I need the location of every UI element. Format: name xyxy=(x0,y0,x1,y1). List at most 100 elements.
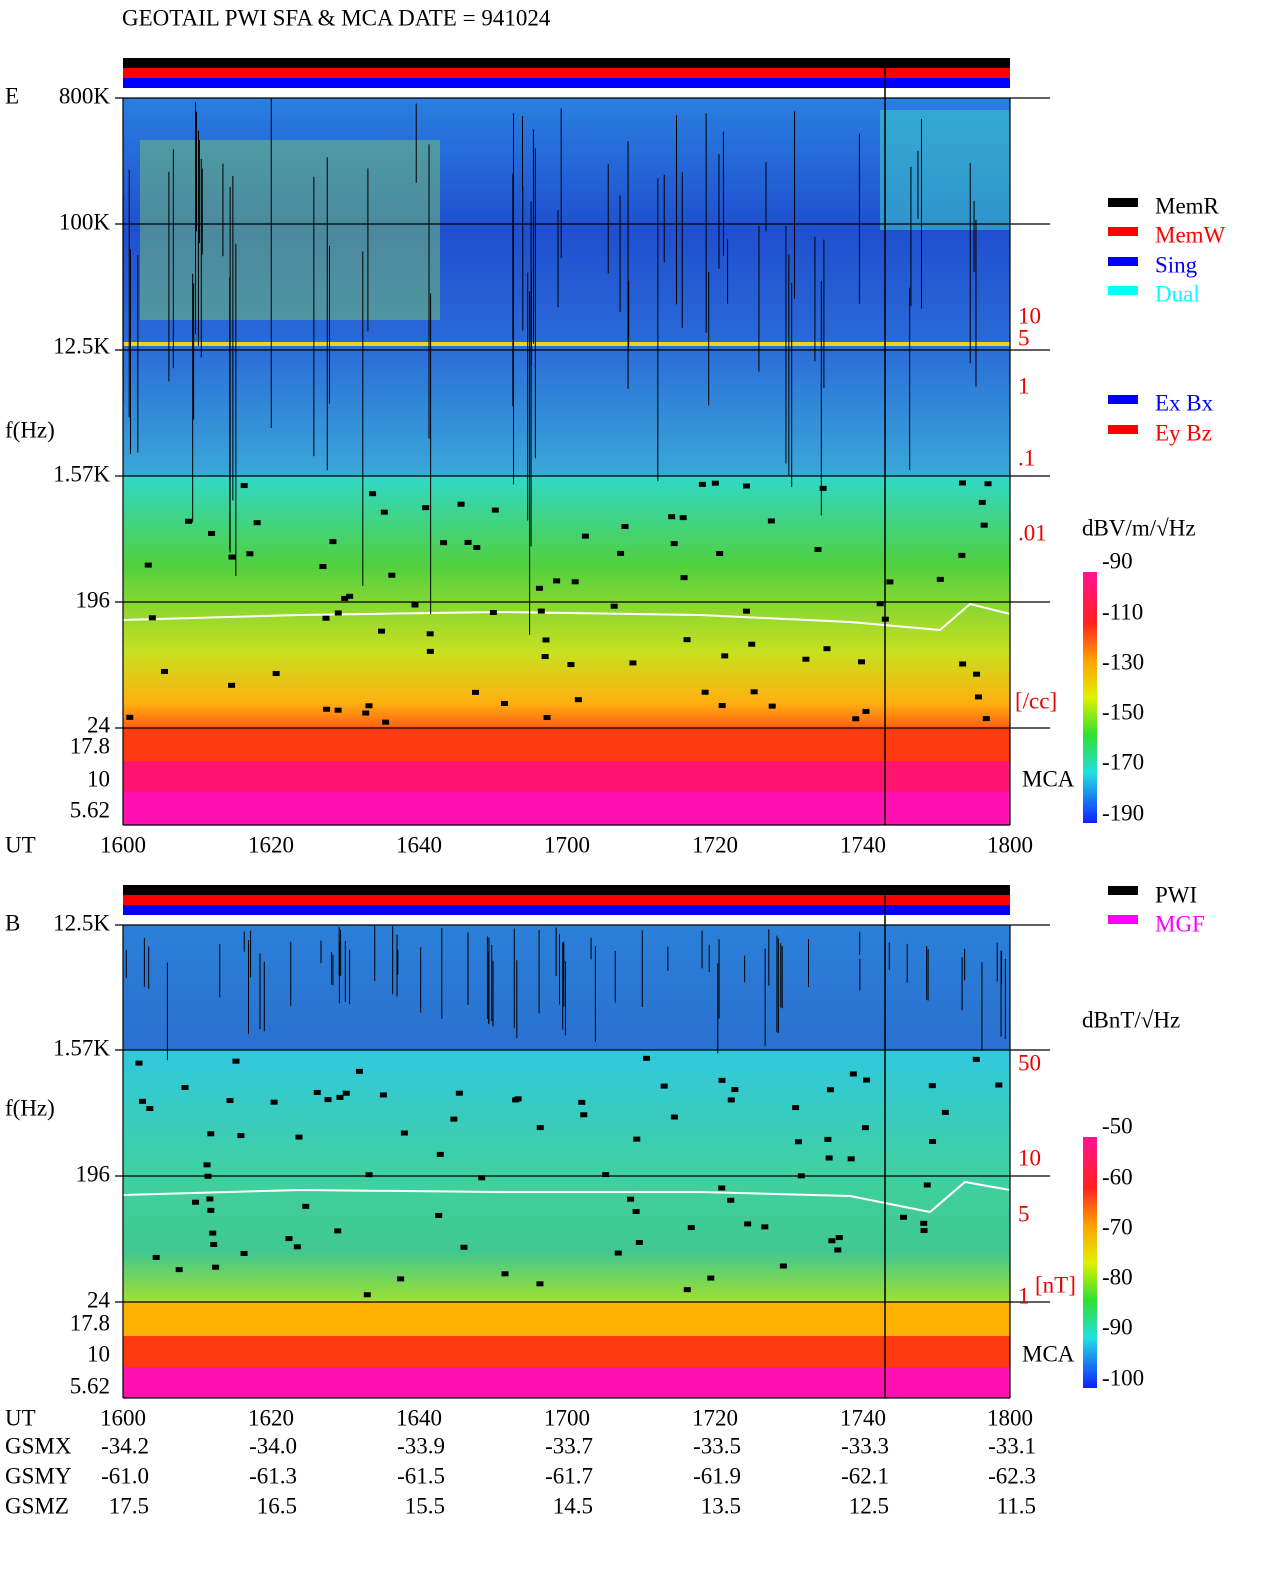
pixel xyxy=(181,1084,189,1090)
pixel xyxy=(721,653,729,659)
pixel xyxy=(324,1097,332,1103)
pixel xyxy=(580,1112,588,1118)
legend-label: MemR xyxy=(1155,193,1220,218)
pixel xyxy=(334,1228,342,1234)
pixel xyxy=(731,1087,739,1093)
ut-tick: 1600 xyxy=(100,832,146,857)
pixel xyxy=(900,1214,908,1220)
pixel xyxy=(435,1212,443,1218)
pixel xyxy=(863,1077,871,1083)
density-label: 10 xyxy=(1018,303,1041,328)
legend-label: PWI xyxy=(1155,882,1197,907)
pixel xyxy=(232,1058,240,1064)
pixel xyxy=(491,507,499,513)
pixel xyxy=(581,533,589,539)
pixel xyxy=(849,1071,857,1077)
pixel xyxy=(457,501,465,507)
pixel xyxy=(687,1225,695,1231)
ut-tick: 1740 xyxy=(840,832,886,857)
ut-tick: 1700 xyxy=(544,832,590,857)
pixel xyxy=(204,1173,212,1179)
pixel xyxy=(980,522,988,528)
pixel xyxy=(742,483,750,489)
pixel xyxy=(876,601,884,607)
pixel xyxy=(602,1172,610,1178)
pixel xyxy=(670,541,678,547)
spectrogram xyxy=(115,58,1138,1399)
pixel xyxy=(397,1276,405,1282)
pixel xyxy=(881,616,889,622)
pixel xyxy=(923,1182,931,1188)
freq-label: 24 xyxy=(87,1287,111,1312)
pixel xyxy=(363,1292,371,1298)
orbit-value: -61.3 xyxy=(249,1463,297,1488)
orbit-value: -33.5 xyxy=(693,1433,741,1458)
pixel xyxy=(643,1055,651,1061)
freq-label: 17.8 xyxy=(70,733,110,758)
pixel xyxy=(973,671,981,677)
pixel xyxy=(852,716,860,722)
freq-label: 800K xyxy=(59,83,111,108)
pixel xyxy=(237,1133,245,1139)
freq-label: 10 xyxy=(87,766,110,791)
pixel xyxy=(701,689,709,695)
freq-label: 100K xyxy=(59,209,111,234)
pixel xyxy=(334,707,342,713)
pixel xyxy=(767,518,775,524)
pixel xyxy=(711,480,719,486)
colorbar-label: -70 xyxy=(1102,1214,1133,1239)
freq-label: 196 xyxy=(76,1161,111,1186)
freq-label: 17.8 xyxy=(70,1310,110,1335)
orbit-value: 17.5 xyxy=(109,1493,149,1518)
pixel xyxy=(272,671,280,677)
pixel xyxy=(388,572,396,578)
orbit-value: -33.9 xyxy=(397,1433,445,1458)
ut-tick: 1640 xyxy=(396,832,442,857)
density-label: .01 xyxy=(1018,520,1047,545)
pixel xyxy=(974,694,982,700)
pixel xyxy=(323,706,331,712)
pixel xyxy=(400,1130,408,1136)
pixel xyxy=(920,1220,928,1226)
pixel xyxy=(621,523,629,529)
pixel xyxy=(535,585,543,591)
pixel xyxy=(627,1196,635,1202)
orbit-value: -33.3 xyxy=(841,1433,889,1458)
freq-label: 5.62 xyxy=(70,1373,110,1398)
pixel xyxy=(567,662,575,668)
pixel xyxy=(144,562,152,568)
orbit-value: 15.5 xyxy=(405,1493,445,1518)
pixel xyxy=(972,1056,980,1062)
pixel xyxy=(537,608,545,614)
freq-label: 10 xyxy=(87,1341,110,1366)
pixel xyxy=(478,1175,486,1181)
mca-label: MCA xyxy=(1022,766,1075,791)
pixel xyxy=(828,1238,836,1244)
legend-label: Sing xyxy=(1155,252,1198,277)
pixel xyxy=(929,1138,937,1144)
freq-label: 12.5K xyxy=(53,333,110,358)
title: GEOTAIL PWI SFA & MCA DATE = 941024 xyxy=(122,5,551,30)
ut-tick: 1720 xyxy=(692,1405,738,1430)
pixel xyxy=(126,714,134,720)
pixel xyxy=(203,1162,211,1168)
orbit-value: -61.5 xyxy=(397,1463,445,1488)
pixel xyxy=(175,1267,183,1273)
orbit-value: -34.2 xyxy=(101,1433,149,1458)
orbit-value: 13.5 xyxy=(701,1493,741,1518)
pixel xyxy=(455,1090,463,1096)
pixel xyxy=(536,1281,544,1287)
pixel xyxy=(382,719,390,725)
colorbar-label: -50 xyxy=(1102,1113,1133,1138)
freq-label: 24 xyxy=(87,712,111,737)
orbit-value: -33.1 xyxy=(988,1433,1036,1458)
pixel xyxy=(632,1209,640,1215)
pixel xyxy=(541,654,549,660)
pixel xyxy=(411,602,419,608)
legend-label: Dual xyxy=(1155,281,1200,306)
pixel xyxy=(185,518,193,524)
density-label: 5 xyxy=(1018,325,1030,350)
pixel xyxy=(617,550,625,556)
ut-tick: 1600 xyxy=(100,1405,146,1430)
ut-label: UT xyxy=(5,832,36,857)
